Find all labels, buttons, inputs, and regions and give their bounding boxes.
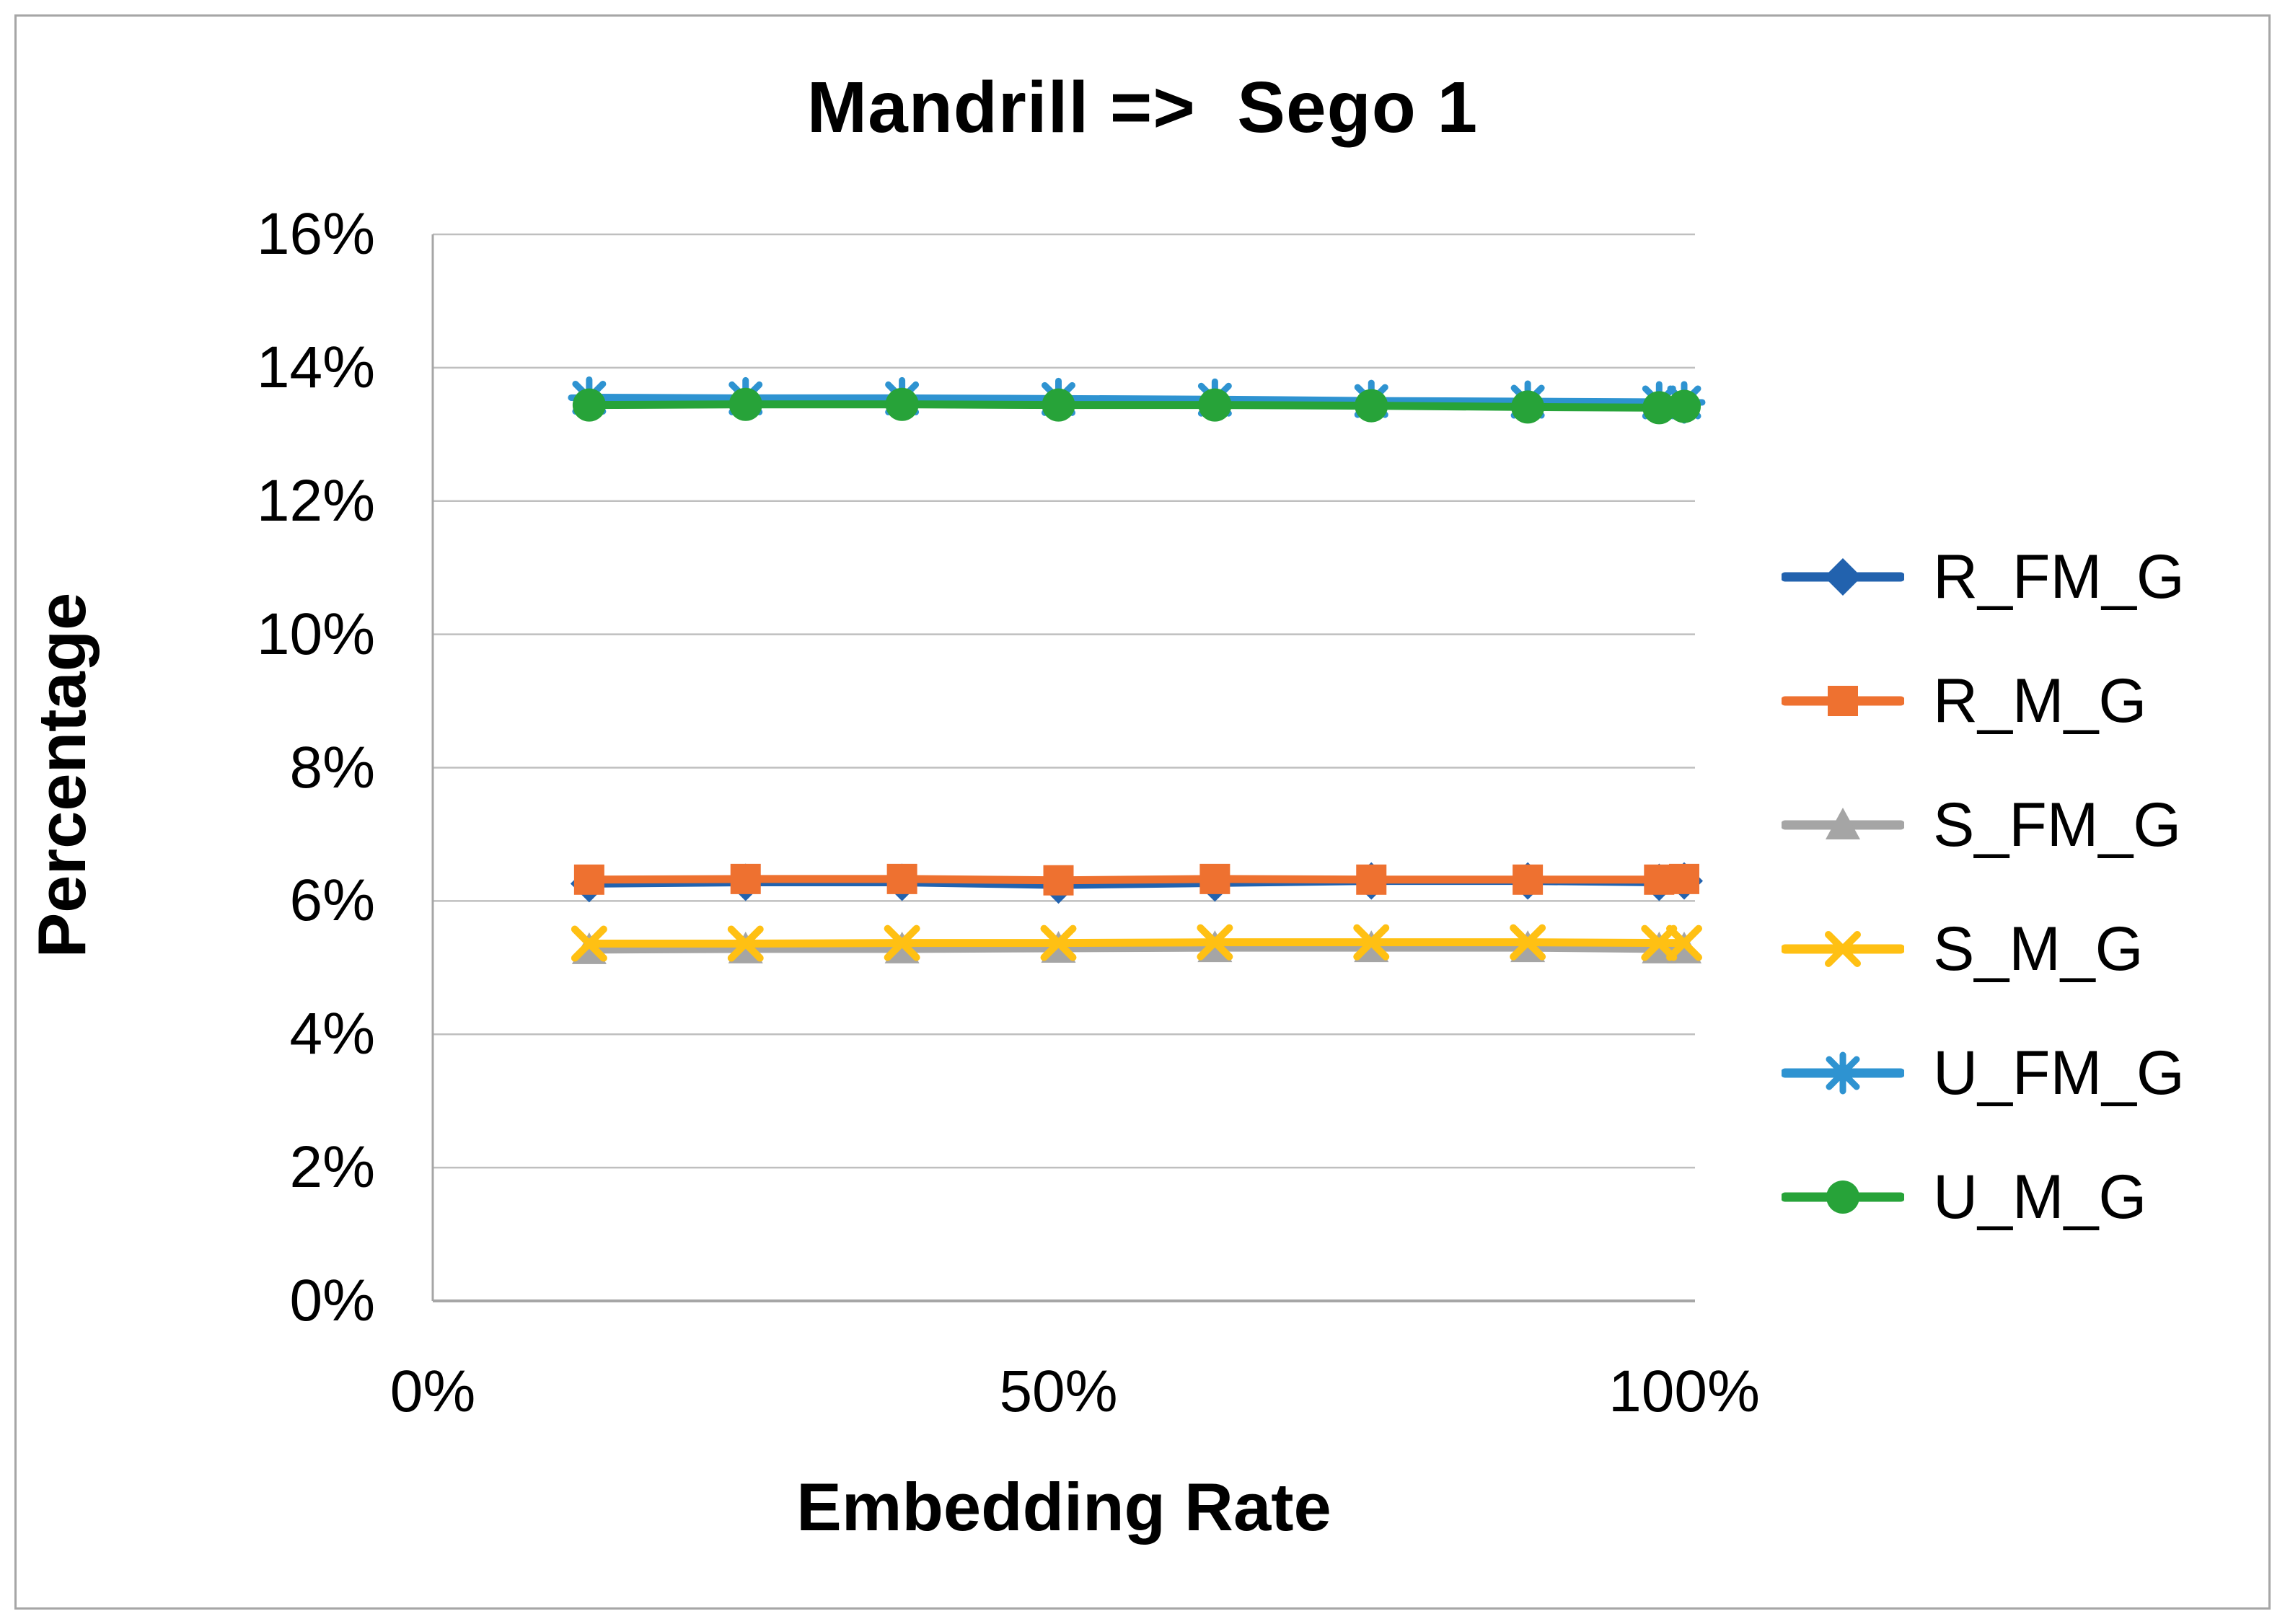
legend-key-triangle-icon bbox=[1782, 808, 1904, 839]
circle-marker bbox=[1642, 391, 1676, 425]
legend-label: R_FM_G bbox=[1933, 542, 2185, 612]
x-marker bbox=[1040, 924, 1077, 961]
circle-marker bbox=[885, 387, 919, 421]
circle-marker bbox=[1826, 1181, 1859, 1214]
x-tick-label: 100% bbox=[1608, 1359, 1760, 1424]
circle-marker bbox=[1668, 389, 1701, 423]
circle-marker bbox=[1042, 388, 1075, 422]
x-tick-label: 0% bbox=[389, 1359, 476, 1424]
circle-marker bbox=[1355, 389, 1388, 423]
x-marker bbox=[571, 925, 607, 962]
chart-border bbox=[14, 14, 2271, 1610]
square-marker bbox=[573, 864, 604, 895]
x-marker bbox=[884, 924, 920, 961]
square-marker bbox=[1669, 863, 1699, 894]
square-marker bbox=[1199, 863, 1230, 894]
circle-marker bbox=[572, 388, 606, 422]
x-marker bbox=[1510, 924, 1546, 961]
square-marker bbox=[1356, 864, 1387, 895]
legend-item-R_FM_G: R_FM_G bbox=[1782, 534, 2265, 620]
y-tick-label: 14% bbox=[256, 334, 375, 400]
legend-key-square-icon bbox=[1782, 686, 1904, 716]
legend-label: S_M_G bbox=[1933, 914, 2144, 984]
x-marker bbox=[1666, 924, 1702, 961]
series-line-S_M_G bbox=[585, 938, 1689, 948]
legend-label: U_FM_G bbox=[1933, 1038, 2185, 1108]
square-marker bbox=[1043, 865, 1074, 896]
diamond-marker bbox=[1824, 558, 1862, 596]
y-tick-label: 2% bbox=[289, 1134, 375, 1201]
x-marker bbox=[1641, 924, 1678, 961]
legend-key-asterisk-icon bbox=[1782, 1051, 1904, 1095]
y-tick-label: 16% bbox=[256, 201, 375, 267]
x-marker bbox=[1353, 924, 1390, 961]
x-marker bbox=[1825, 931, 1861, 967]
x-tick-label: 50% bbox=[999, 1359, 1118, 1424]
legend-item-S_M_G: S_M_G bbox=[1782, 906, 2265, 992]
legend-label: R_M_G bbox=[1933, 666, 2147, 736]
legend-label: U_M_G bbox=[1933, 1162, 2147, 1232]
asterisk-marker bbox=[1821, 1051, 1864, 1095]
legend-key-circle-icon bbox=[1782, 1181, 1904, 1214]
chart-title: Mandrill => Sego 1 bbox=[806, 67, 1479, 148]
y-tick-label: 4% bbox=[289, 1001, 375, 1067]
legend-key-diamond-icon bbox=[1782, 558, 1904, 596]
square-marker bbox=[886, 863, 917, 894]
legend-item-U_FM_G: U_FM_G bbox=[1782, 1030, 2265, 1116]
legend-key-x-icon bbox=[1782, 931, 1904, 967]
y-tick-label: 6% bbox=[289, 868, 375, 934]
legend-item-U_M_G: U_M_G bbox=[1782, 1154, 2265, 1240]
y-tick-label: 10% bbox=[256, 601, 375, 667]
legend-item-R_M_G: R_M_G bbox=[1782, 658, 2265, 744]
y-tick-label: 12% bbox=[256, 467, 375, 534]
legend-item-S_FM_G: S_FM_G bbox=[1782, 782, 2265, 868]
square-marker bbox=[1828, 686, 1858, 716]
circle-marker bbox=[1511, 390, 1545, 424]
square-marker bbox=[1513, 864, 1544, 895]
x-marker bbox=[727, 925, 764, 962]
circle-marker bbox=[1198, 388, 1232, 422]
circle-marker bbox=[728, 387, 762, 421]
x-marker bbox=[1197, 924, 1233, 961]
y-tick-label: 8% bbox=[289, 734, 375, 800]
square-marker bbox=[730, 863, 761, 894]
triangle-marker bbox=[1826, 808, 1860, 839]
x-axis-title: Embedding Rate bbox=[796, 1469, 1331, 1545]
legend-label: S_FM_G bbox=[1933, 790, 2182, 860]
y-tick-label: 0% bbox=[289, 1268, 375, 1333]
